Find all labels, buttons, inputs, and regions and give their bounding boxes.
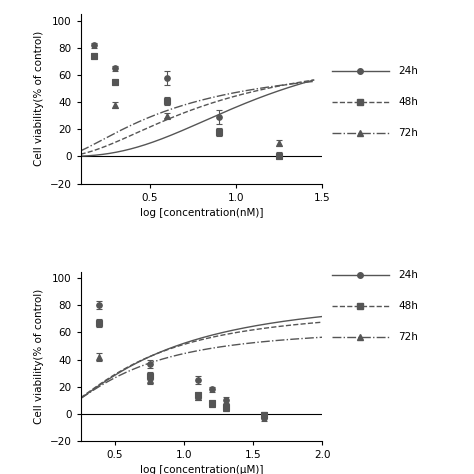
Y-axis label: Cell viability(% of control): Cell viability(% of control) bbox=[34, 31, 44, 166]
X-axis label: log [concentration(nM)]: log [concentration(nM)] bbox=[140, 208, 263, 218]
Text: 24h: 24h bbox=[398, 66, 418, 76]
Text: 24h: 24h bbox=[398, 270, 418, 280]
Text: 72h: 72h bbox=[398, 128, 418, 138]
Text: 48h: 48h bbox=[398, 301, 418, 311]
Text: 48h: 48h bbox=[398, 97, 418, 107]
X-axis label: log [concentration(μM)]: log [concentration(μM)] bbox=[140, 465, 263, 474]
Y-axis label: Cell viability(% of control): Cell viability(% of control) bbox=[34, 289, 44, 424]
Text: 72h: 72h bbox=[398, 331, 418, 342]
